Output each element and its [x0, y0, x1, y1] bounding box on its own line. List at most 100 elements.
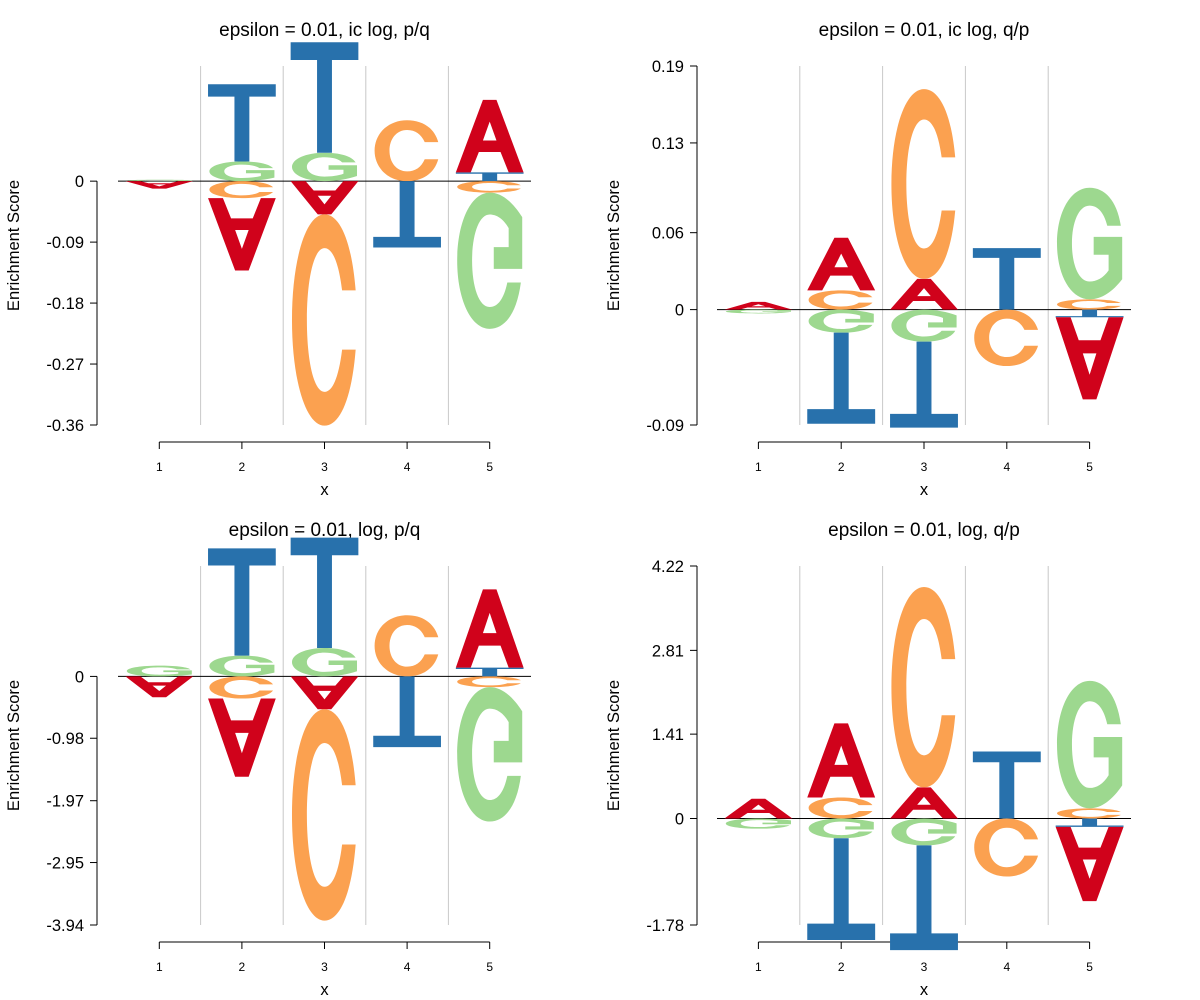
x-tick-label: 5 — [486, 960, 493, 974]
logo-panel-3: epsilon = 0.01, log, p/q 0 -0.98 -1.97 -2.95… — [5, 520, 531, 999]
logo-letter-G — [725, 309, 791, 314]
panel-title: epsilon = 0.01, log, p/q — [229, 520, 421, 541]
logo-panel-2: epsilon = 0.01, ic log, q/p 0.19 0.13 0.06 0… — [605, 20, 1131, 499]
logo-letter-T — [455, 667, 524, 677]
x-tick-label: 3 — [921, 460, 928, 474]
logo-letter-C — [891, 89, 956, 279]
logo-letter-C — [209, 181, 274, 199]
logo-letter-G — [725, 818, 791, 829]
logo-letter-A — [208, 698, 276, 777]
logo-letter-T — [890, 845, 958, 951]
logo-letter-G — [891, 818, 957, 846]
logo-letter-G — [457, 192, 523, 329]
logo-letter-T — [290, 537, 359, 649]
y-tick-label: 4.22 — [652, 558, 684, 576]
x-tick-label: 4 — [404, 960, 411, 974]
logo-letter-A — [1055, 826, 1124, 902]
logo-letter-G — [808, 309, 874, 333]
x-axis-label: x — [920, 981, 929, 999]
y-axis-label: Enrichment Score — [5, 180, 23, 311]
x-tick-label: 2 — [239, 460, 246, 474]
logo-letter-A — [807, 723, 876, 798]
logo-letter-G — [808, 818, 874, 839]
logo-letter-G — [291, 152, 358, 182]
logo-letter-T — [455, 172, 524, 182]
x-tick-label: 4 — [1003, 460, 1010, 474]
y-tick-label: -0.36 — [46, 417, 84, 435]
logo-letter-A — [125, 676, 194, 698]
x-tick-label: 3 — [921, 960, 928, 974]
logo-letter-T — [972, 751, 1041, 819]
x-axis-label: x — [320, 981, 329, 999]
y-axis-label: Enrichment Score — [605, 180, 623, 311]
logo-letter-T — [373, 676, 441, 748]
y-tick-label: 0.06 — [652, 225, 684, 243]
y-tick-label: -1.78 — [646, 917, 684, 935]
logo-letter-G — [1057, 680, 1123, 809]
logo-letter-C — [374, 120, 439, 182]
x-tick-label: 5 — [486, 460, 493, 474]
logo-letter-T — [1055, 818, 1124, 827]
logo-letter-T — [373, 181, 441, 248]
logo-letter-C — [891, 586, 956, 788]
logo-letter-T — [208, 548, 276, 656]
logo-letter-C — [974, 818, 1039, 877]
logo-letter-A — [455, 99, 524, 173]
y-tick-label: 1.41 — [652, 726, 684, 744]
x-tick-label: 1 — [156, 960, 163, 974]
logo-panel-4: epsilon = 0.01, log, q/p 4.22 2.81 1.41 0 -1.… — [605, 520, 1131, 999]
y-tick-label: -1.97 — [46, 793, 84, 811]
x-tick-label: 1 — [755, 460, 762, 474]
logo-letter-T — [208, 84, 276, 162]
logo-letter-C — [374, 615, 439, 677]
x-axis-label: x — [320, 481, 329, 499]
x-tick-label: 3 — [321, 460, 328, 474]
y-tick-label: -2.95 — [46, 855, 84, 873]
logo-letter-A — [455, 589, 524, 668]
y-tick-label: -0.09 — [46, 234, 84, 252]
logo-letter-A — [890, 278, 958, 310]
y-tick-label: -0.98 — [46, 730, 84, 748]
logo-letter-A — [290, 676, 359, 710]
logo-letter-C — [808, 797, 873, 819]
x-tick-label: 4 — [404, 460, 411, 474]
logo-letter-G — [291, 648, 358, 677]
panel-title: epsilon = 0.01, ic log, p/q — [219, 20, 430, 41]
logo-letter-G — [457, 687, 523, 822]
x-tick-label: 2 — [838, 960, 845, 974]
logo-letter-C — [457, 181, 521, 193]
logo-letter-A — [1055, 317, 1124, 400]
x-tick-label: 1 — [755, 960, 762, 974]
x-tick-label: 5 — [1086, 460, 1093, 474]
logo-letter-G — [126, 665, 192, 677]
y-tick-label: 0 — [75, 668, 84, 686]
y-tick-label: -0.27 — [46, 356, 84, 374]
logo-letter-T — [807, 838, 876, 940]
y-tick-label: -0.18 — [46, 295, 84, 313]
panel-title: epsilon = 0.01, ic log, q/p — [819, 20, 1030, 41]
logo-letter-A — [724, 301, 793, 310]
logo-letter-C — [291, 709, 356, 921]
logo-letter-C — [209, 676, 274, 699]
x-tick-label: 4 — [1003, 960, 1010, 974]
logo-letter-C — [1057, 808, 1121, 819]
logo-letter-T — [1055, 309, 1124, 318]
y-axis-label: Enrichment Score — [5, 680, 23, 811]
y-tick-label: -0.09 — [646, 417, 684, 435]
logo-letter-T — [890, 341, 958, 428]
y-axis-label: Enrichment Score — [605, 680, 623, 811]
logo-letter-A — [290, 181, 359, 215]
logo-letter-G — [209, 161, 275, 182]
y-tick-label: 0.13 — [652, 135, 684, 153]
logo-letter-G — [891, 309, 957, 342]
logo-letter-A — [807, 237, 876, 291]
logo-letter-T — [290, 42, 359, 153]
logo-letter-C — [1057, 299, 1121, 310]
logo-letter-G — [126, 179, 192, 182]
x-tick-label: 1 — [156, 460, 163, 474]
y-tick-label: -3.94 — [46, 917, 84, 935]
y-tick-label: 0 — [675, 302, 684, 320]
y-tick-label: 2.81 — [652, 642, 684, 660]
logo-letter-C — [291, 214, 356, 426]
